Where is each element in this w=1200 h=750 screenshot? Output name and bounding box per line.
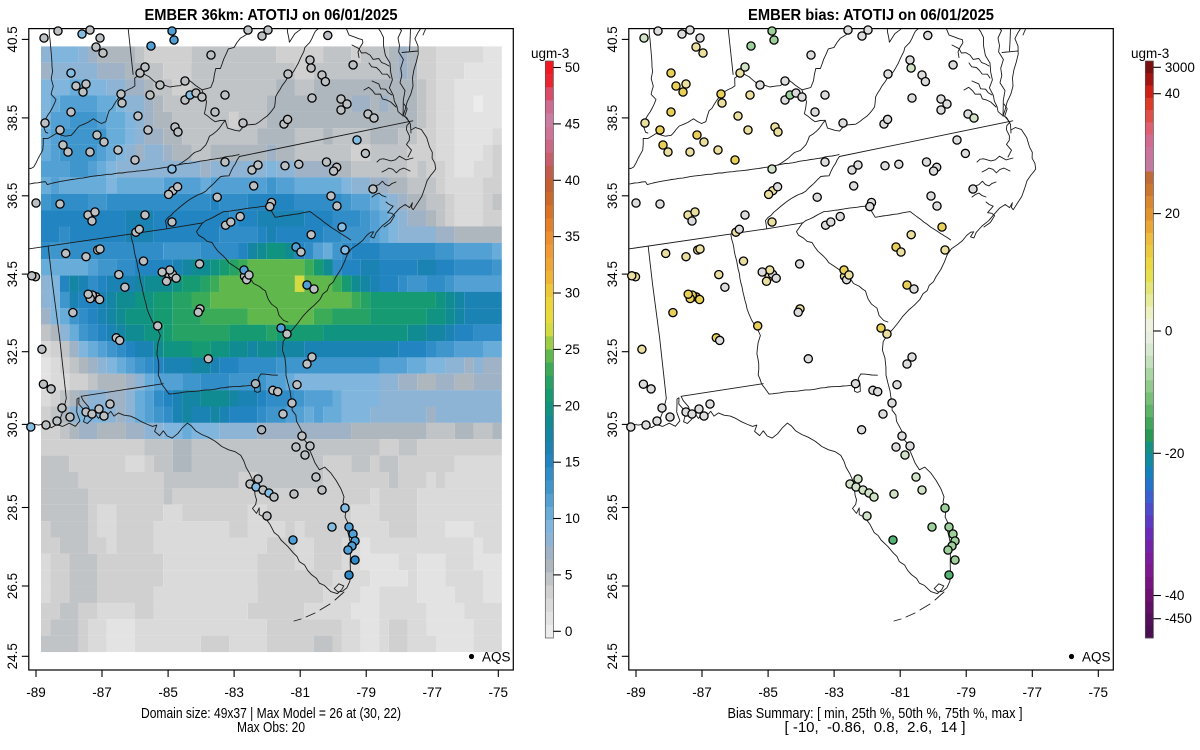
svg-text:20: 20 (1165, 206, 1180, 221)
svg-text:EMBER 36km: ATOTIJ on 06/01/20: EMBER 36km: ATOTIJ on 06/01/2025 (145, 7, 398, 24)
svg-text:-77: -77 (1023, 685, 1043, 700)
svg-text:Max Obs: 20: Max Obs: 20 (237, 720, 305, 736)
svg-text:-75: -75 (489, 685, 509, 700)
svg-text:3000: 3000 (1165, 60, 1195, 75)
svg-text:Domain size: 49x37 | Max Model: Domain size: 49x37 | Max Model = 26 at (… (141, 706, 401, 722)
svg-text:25: 25 (565, 342, 580, 357)
svg-text:-83: -83 (824, 685, 844, 700)
svg-text:-85: -85 (158, 685, 178, 700)
svg-text:35: 35 (565, 229, 580, 244)
svg-text:26.5: 26.5 (5, 573, 20, 599)
svg-text:-87: -87 (692, 685, 712, 700)
svg-text:-89: -89 (26, 685, 46, 700)
svg-text:AQS: AQS (482, 650, 511, 665)
svg-text:28.5: 28.5 (5, 494, 20, 520)
svg-text:45: 45 (565, 116, 580, 131)
svg-text:40: 40 (1165, 86, 1180, 101)
svg-text:AQS: AQS (1082, 650, 1111, 665)
svg-text:40.5: 40.5 (5, 26, 20, 52)
svg-text:36.5: 36.5 (605, 183, 620, 209)
svg-text:0: 0 (1165, 324, 1173, 339)
svg-text:32.5: 32.5 (5, 339, 20, 365)
svg-text:-89: -89 (626, 685, 646, 700)
svg-text:40.5: 40.5 (605, 26, 620, 52)
svg-text:34.5: 34.5 (5, 261, 20, 287)
svg-text:30.5: 30.5 (5, 411, 20, 437)
svg-text:30.5: 30.5 (605, 411, 620, 437)
svg-text:-81: -81 (290, 685, 310, 700)
svg-text:-83: -83 (224, 685, 244, 700)
svg-text:36.5: 36.5 (5, 183, 20, 209)
svg-text:32.5: 32.5 (605, 339, 620, 365)
svg-text:EMBER bias: ATOTIJ on 06/01/20: EMBER bias: ATOTIJ on 06/01/2025 (748, 7, 994, 24)
svg-text:-77: -77 (423, 685, 443, 700)
svg-text:-75: -75 (1089, 685, 1109, 700)
svg-text:-79: -79 (356, 685, 376, 700)
svg-text:28.5: 28.5 (605, 494, 620, 520)
svg-text:-87: -87 (92, 685, 112, 700)
svg-text:38.5: 38.5 (5, 105, 20, 131)
svg-text:24.5: 24.5 (5, 643, 20, 669)
svg-text:[ -10, -0.86, 0.8, 2.6, 14: [ -10, -0.86, 0.8, 2.6, 14 ] (785, 720, 966, 736)
svg-text:34.5: 34.5 (605, 261, 620, 287)
svg-text:26.5: 26.5 (605, 573, 620, 599)
svg-text:24.5: 24.5 (605, 643, 620, 669)
svg-text:20: 20 (565, 398, 580, 413)
svg-text:-79: -79 (956, 685, 976, 700)
svg-text:-40: -40 (1165, 588, 1185, 603)
svg-text:-450: -450 (1165, 611, 1192, 626)
svg-text:-20: -20 (1165, 446, 1185, 461)
svg-text:15: 15 (565, 455, 580, 470)
svg-text:0: 0 (565, 624, 573, 639)
svg-text:40: 40 (565, 173, 580, 188)
svg-text:5: 5 (565, 567, 573, 582)
svg-text:30: 30 (565, 286, 580, 301)
svg-text:-85: -85 (758, 685, 778, 700)
svg-text:ugm-3: ugm-3 (531, 46, 569, 61)
svg-text:10: 10 (565, 511, 580, 526)
svg-text:Bias Summary: [ min, 25th %, 5: Bias Summary: [ min, 25th %, 50th %, 75t… (728, 706, 1023, 722)
svg-text:-81: -81 (890, 685, 910, 700)
svg-text:38.5: 38.5 (605, 105, 620, 131)
svg-text:ugm-3: ugm-3 (1131, 46, 1169, 61)
svg-text:50: 50 (565, 60, 580, 75)
